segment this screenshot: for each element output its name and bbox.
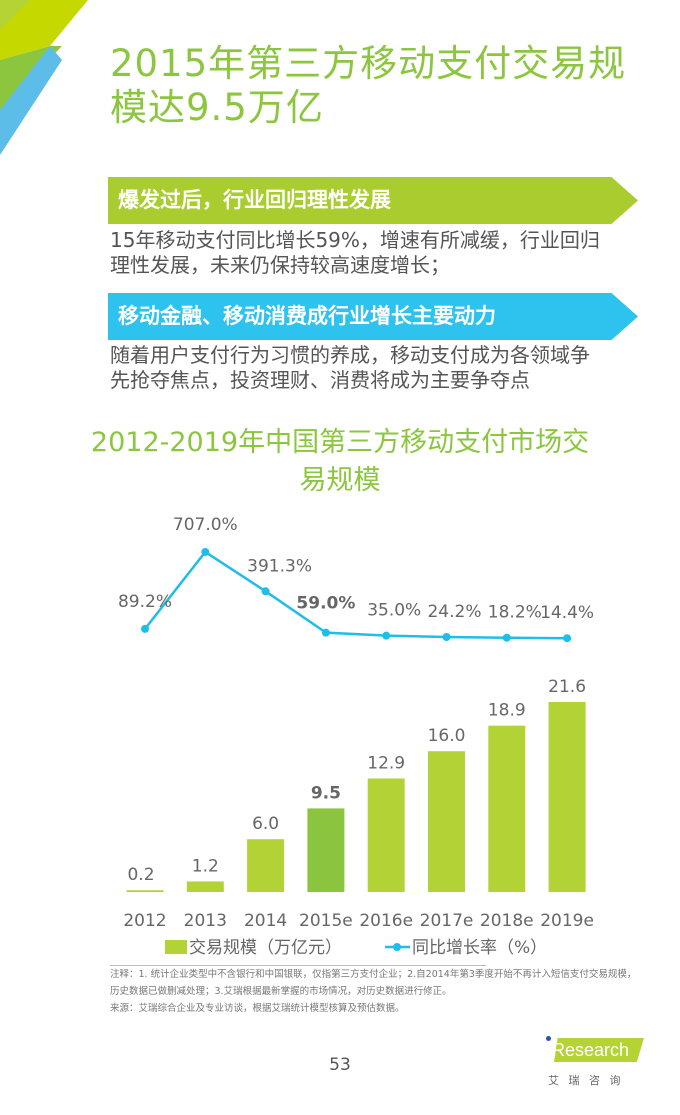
bar	[488, 725, 526, 892]
line-label: 89.2%	[118, 592, 172, 612]
bar	[367, 778, 405, 892]
title-line: 模达9.5万亿	[110, 86, 324, 129]
line-label: 59.0%	[296, 594, 355, 614]
line-label: 24.2%	[427, 602, 481, 622]
x-tick-label: 2012	[123, 911, 166, 931]
title-line: 2015年第三方移动支付交易规	[110, 42, 627, 85]
section-text: 随着用户支付行为习惯的养成，移动支付成为各领域争 先抢夺焦点，投资理财、消费将成…	[110, 343, 650, 393]
x-tick-label: 2018e	[480, 911, 534, 931]
source-line: 来源：艾瑞综合企业及专业访谈，根据艾瑞统计模型核算及预估数据。	[110, 1003, 405, 1014]
bar	[548, 701, 586, 892]
bar-label: 9.5	[311, 783, 341, 803]
bar-label: 18.9	[488, 701, 526, 721]
text-line: 随着用户支付行为习惯的养成，移动支付成为各领域争	[110, 343, 590, 367]
bar-label: 12.9	[367, 753, 405, 773]
bar	[186, 881, 224, 892]
footnotes: 注释：1. 统计企业类型中不含银行和中国银联，仅指第三方支付企业；2.自2014…	[110, 966, 670, 1017]
line-point	[261, 587, 270, 596]
section-text: 15年移动支付同比增长59%，增速有所减缓，行业回归 理性发展，未来仍保持较高速…	[110, 228, 650, 278]
x-tick-label: 2019e	[540, 911, 594, 931]
line-label: 14.4%	[540, 603, 594, 623]
divider	[110, 965, 486, 966]
legend-line-label: 同比增长率（%）	[412, 938, 547, 958]
bar	[126, 890, 164, 892]
x-tick-label: 2017e	[420, 911, 474, 931]
section-banner: 爆发过后，行业回归理性发展	[108, 177, 638, 224]
line-label: 18.2%	[488, 603, 542, 623]
growth-line	[144, 550, 568, 640]
x-tick-label: 2013	[184, 911, 227, 931]
chart: 0.2 2012 1.2 2013 6.0 2014 9.5 2015e 12.9 2016e 16…	[118, 515, 594, 958]
page-number: 53	[329, 1055, 351, 1075]
line-label: 391.3%	[247, 556, 312, 576]
line-point	[502, 633, 511, 642]
bar-label: 21.6	[548, 677, 586, 697]
chart-title-line: 2012-2019年中国第三方移动支付市场交	[90, 427, 590, 458]
text-line: 先抢夺焦点，投资理财、消费将成为主要争夺点	[110, 368, 530, 392]
section-banner: 移动金融、移动消费成行业增长主要动力	[108, 293, 638, 340]
chart-title-line: 易规模	[299, 465, 381, 496]
line-point	[382, 631, 391, 640]
bar-label: 6.0	[252, 814, 279, 834]
line-point	[321, 628, 330, 637]
text-line: 理性发展，未来仍保持较高速度增长；	[110, 253, 450, 277]
bar	[428, 751, 465, 892]
legend-line-marker	[393, 943, 401, 951]
page-title: 2015年第三方移动支付交易规 模达9.5万亿	[110, 42, 626, 130]
line-label: 707.0%	[173, 515, 238, 535]
bar-label: 1.2	[192, 856, 219, 876]
line-label: 35.0%	[367, 601, 421, 621]
text-line: 15年移动支付同比增长59%，增速有所减缓，行业回归	[110, 228, 600, 252]
bar	[247, 839, 285, 892]
x-tick-label: 2014	[244, 911, 287, 931]
line-point	[201, 547, 210, 556]
corner-decoration	[0, 0, 88, 155]
line-point	[563, 634, 572, 643]
note-line: 注释：1. 统计企业类型中不含银行和中国银联，仅指第三方支付企业；2.自2014…	[110, 969, 637, 980]
iresearch-logo: iResearch 艾 瑞 咨 询	[546, 1034, 646, 1087]
legend-bar-swatch	[165, 940, 187, 954]
x-tick-label: 2016e	[359, 911, 413, 931]
line-point	[442, 632, 451, 641]
chart-title: 2012-2019年中国第三方移动支付市场交 易规模	[0, 424, 680, 500]
bar-label: 16.0	[428, 726, 466, 746]
note-line: 历史数据已做删减处理；3.艾瑞根据最新掌握的市场情况，对历史数据进行修正。	[110, 986, 452, 997]
legend-bar-label: 交易规模（万亿元）	[189, 938, 342, 958]
line-point	[141, 624, 149, 633]
bar-label: 0.2	[127, 865, 154, 885]
x-tick-label: 2015e	[299, 911, 353, 931]
bar	[307, 808, 345, 892]
